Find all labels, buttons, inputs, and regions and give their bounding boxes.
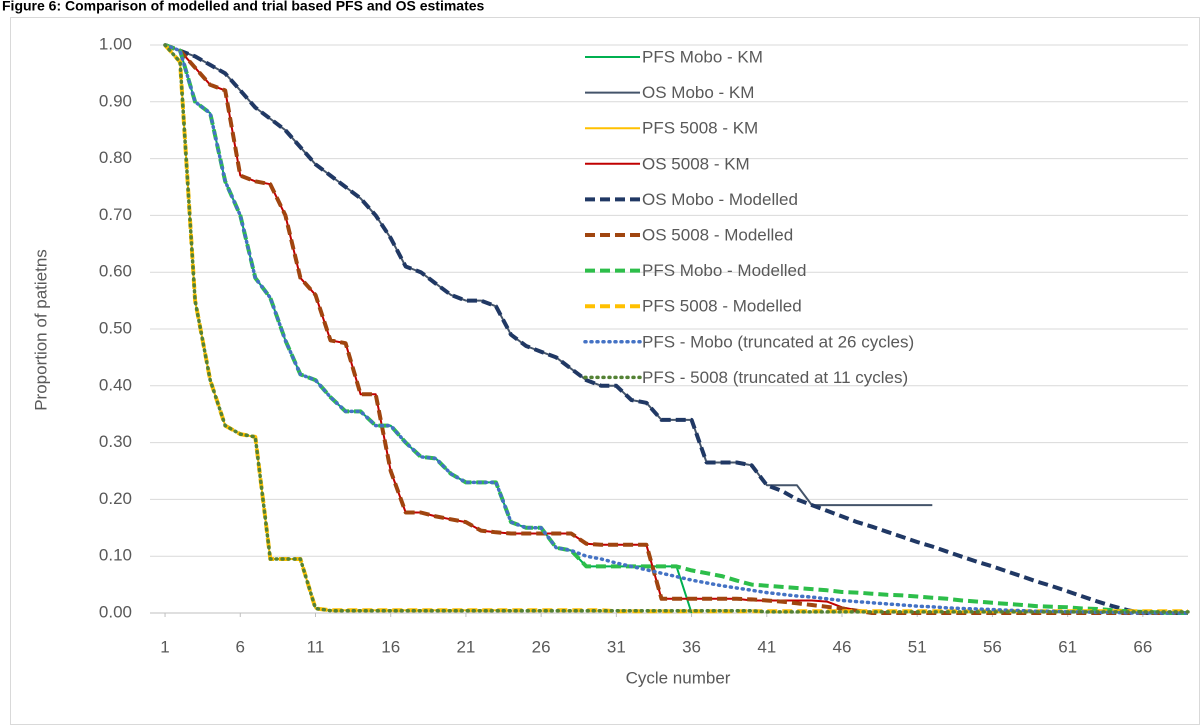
x-axis-title: Cycle number [626, 668, 731, 687]
x-tick-label: 56 [983, 637, 1002, 656]
y-axis-title: Proportion of patietns [31, 249, 50, 411]
legend-label: OS 5008 - KM [642, 154, 750, 173]
grid: 0.00 0.10 0.20 0.30 0.40 0.50 0.60 0.70 0.80 0.90… [99, 34, 1188, 656]
x-tick-label: 1 [160, 637, 169, 656]
series-line [164, 43, 1188, 615]
legend-item: PFS 5008 - Modelled [585, 297, 802, 316]
x-tick-label: 61 [1058, 637, 1077, 656]
chart-title: Figure 6: Comparison of modelled and tri… [2, 0, 485, 14]
y-tick-label: 0.30 [99, 432, 132, 451]
chart-frame [10, 17, 1200, 725]
x-tick-label: 6 [236, 637, 245, 656]
x-tick-label: 51 [908, 637, 927, 656]
x-tick-label: 46 [833, 637, 852, 656]
legend-label: PFS - Mobo (truncated at 26 cycles) [642, 332, 914, 351]
series-line [163, 43, 1190, 615]
x-tick-label: 26 [532, 637, 551, 656]
legend: PFS Mobo - KM OS Mobo - KM PFS 5008 - KM OS… [583, 47, 914, 387]
legend-label: OS Mobo - Modelled [642, 190, 798, 209]
x-tick-label: 16 [381, 637, 400, 656]
legend-label: PFS Mobo - KM [642, 47, 763, 66]
legend-item: PFS - 5008 (truncated at 11 cycles) [583, 368, 908, 387]
plot-lines [163, 43, 1190, 615]
y-tick-label: 0.50 [99, 318, 132, 337]
y-tick-label: 0.90 [99, 91, 132, 110]
x-tick-label: 36 [682, 637, 701, 656]
legend-label: PFS 5008 - Modelled [642, 297, 802, 316]
y-tick-label: 0.70 [99, 205, 132, 224]
x-tick-label: 41 [757, 637, 776, 656]
y-tick-label: 0.40 [99, 375, 132, 394]
series-line [164, 43, 1188, 615]
series-line [163, 43, 1190, 614]
x-tick-label: 31 [607, 637, 626, 656]
legend-item: OS Mobo - Modelled [585, 190, 798, 209]
legend-item: PFS Mobo - Modelled [585, 261, 806, 280]
x-tick-label: 66 [1133, 637, 1152, 656]
y-tick-label: 0.10 [99, 546, 132, 565]
legend-label: OS Mobo - KM [642, 83, 754, 102]
legend-item: OS 5008 - Modelled [585, 225, 793, 244]
y-tick-label: 1.00 [99, 34, 132, 53]
legend-item: OS Mobo - KM [585, 83, 754, 102]
x-tick-label: 11 [307, 637, 325, 656]
y-tick-label: 0.00 [99, 602, 132, 621]
legend-label: PFS 5008 - KM [642, 119, 758, 138]
y-tick-label: 0.60 [99, 262, 132, 281]
legend-label: PFS - 5008 (truncated at 11 cycles) [642, 368, 908, 387]
legend-label: OS 5008 - Modelled [642, 225, 793, 244]
legend-item: OS 5008 - KM [585, 154, 750, 173]
y-tick-label: 0.20 [99, 489, 132, 508]
legend-item: PFS 5008 - KM [585, 119, 758, 138]
legend-item: PFS Mobo - KM [585, 47, 763, 66]
legend-label: PFS Mobo - Modelled [642, 261, 806, 280]
x-tick-label: 21 [456, 637, 475, 656]
y-tick-label: 0.80 [99, 148, 132, 167]
legend-item: PFS - Mobo (truncated at 26 cycles) [583, 332, 914, 351]
